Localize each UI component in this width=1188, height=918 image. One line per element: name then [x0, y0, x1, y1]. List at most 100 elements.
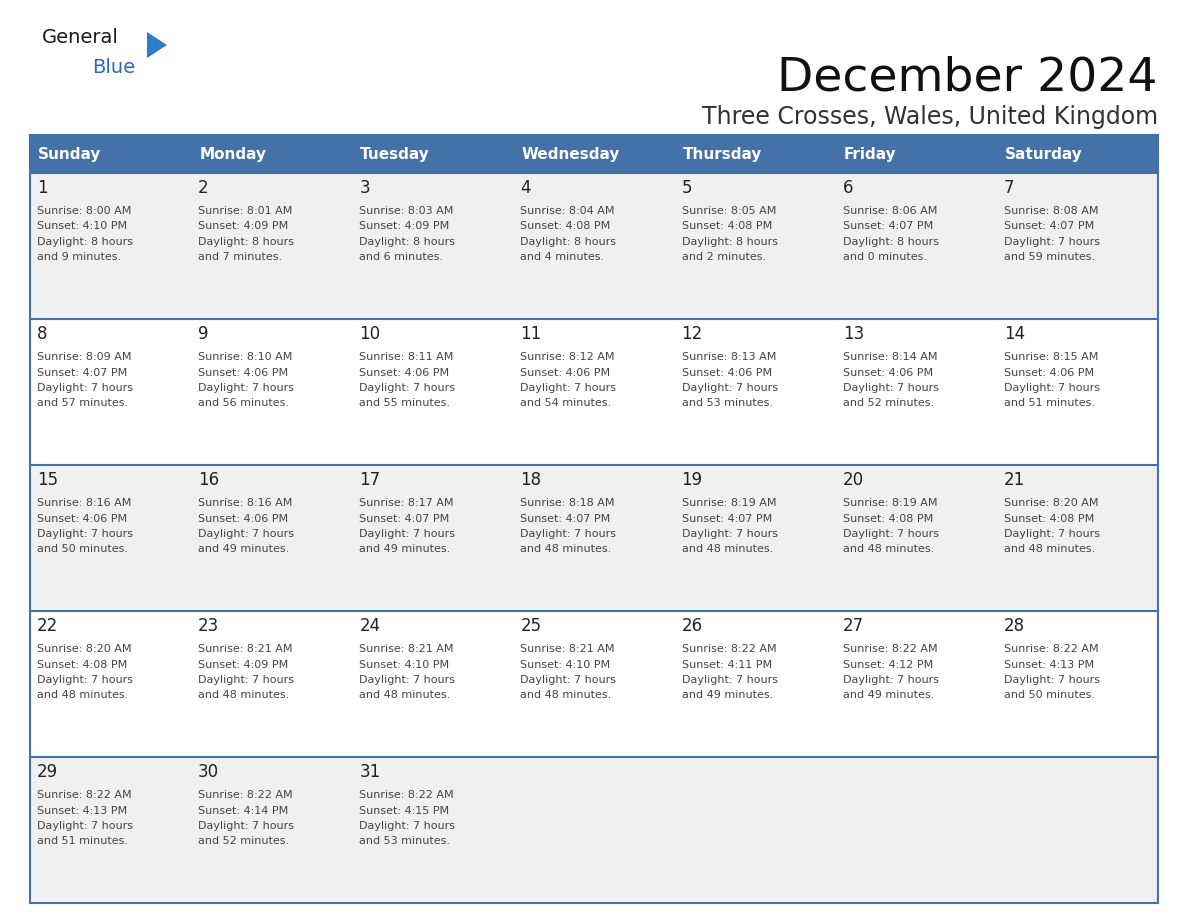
Text: Daylight: 8 hours: Daylight: 8 hours — [682, 237, 778, 247]
Text: Daylight: 7 hours: Daylight: 7 hours — [198, 383, 295, 393]
Text: and 0 minutes.: and 0 minutes. — [842, 252, 927, 263]
Text: Sunrise: 8:13 AM: Sunrise: 8:13 AM — [682, 352, 776, 362]
Text: Sunset: 4:06 PM: Sunset: 4:06 PM — [359, 367, 449, 377]
Text: Daylight: 7 hours: Daylight: 7 hours — [198, 821, 295, 831]
Text: and 6 minutes.: and 6 minutes. — [359, 252, 443, 263]
Text: and 48 minutes.: and 48 minutes. — [682, 544, 773, 554]
Text: and 2 minutes.: and 2 minutes. — [682, 252, 766, 263]
Text: 21: 21 — [1004, 471, 1025, 489]
Text: Sunset: 4:08 PM: Sunset: 4:08 PM — [520, 221, 611, 231]
Text: and 59 minutes.: and 59 minutes. — [1004, 252, 1095, 263]
Bar — [675, 135, 835, 173]
Text: Sunset: 4:08 PM: Sunset: 4:08 PM — [682, 221, 772, 231]
Bar — [353, 135, 513, 173]
Text: Saturday: Saturday — [1005, 147, 1082, 162]
Text: Sunrise: 8:04 AM: Sunrise: 8:04 AM — [520, 206, 615, 216]
Text: and 7 minutes.: and 7 minutes. — [198, 252, 283, 263]
Text: Daylight: 8 hours: Daylight: 8 hours — [37, 237, 133, 247]
Text: 3: 3 — [359, 179, 369, 197]
Text: 9: 9 — [198, 325, 209, 343]
Text: Sunset: 4:09 PM: Sunset: 4:09 PM — [198, 221, 289, 231]
Text: 29: 29 — [37, 763, 58, 781]
Text: Sunrise: 8:19 AM: Sunrise: 8:19 AM — [682, 498, 776, 508]
Text: and 49 minutes.: and 49 minutes. — [682, 690, 773, 700]
Text: Three Crosses, Wales, United Kingdom: Three Crosses, Wales, United Kingdom — [702, 105, 1158, 129]
Bar — [513, 135, 675, 173]
Text: 6: 6 — [842, 179, 853, 197]
Text: and 54 minutes.: and 54 minutes. — [520, 398, 612, 409]
Text: 4: 4 — [520, 179, 531, 197]
Text: Sunrise: 8:15 AM: Sunrise: 8:15 AM — [1004, 352, 1098, 362]
Text: Sunset: 4:10 PM: Sunset: 4:10 PM — [359, 659, 449, 669]
Polygon shape — [147, 32, 168, 58]
Text: Sunrise: 8:14 AM: Sunrise: 8:14 AM — [842, 352, 937, 362]
Bar — [30, 611, 1158, 757]
Text: Sunset: 4:07 PM: Sunset: 4:07 PM — [37, 367, 127, 377]
Text: 16: 16 — [198, 471, 220, 489]
Text: Daylight: 7 hours: Daylight: 7 hours — [1004, 675, 1100, 685]
Text: and 48 minutes.: and 48 minutes. — [198, 690, 290, 700]
Text: Daylight: 7 hours: Daylight: 7 hours — [37, 675, 133, 685]
Text: Daylight: 7 hours: Daylight: 7 hours — [359, 383, 455, 393]
Text: and 49 minutes.: and 49 minutes. — [359, 544, 450, 554]
Text: 31: 31 — [359, 763, 380, 781]
Text: 10: 10 — [359, 325, 380, 343]
Text: Sunrise: 8:22 AM: Sunrise: 8:22 AM — [682, 644, 776, 654]
Text: and 48 minutes.: and 48 minutes. — [842, 544, 934, 554]
Text: 2: 2 — [198, 179, 209, 197]
Text: General: General — [42, 28, 119, 47]
Text: 18: 18 — [520, 471, 542, 489]
Text: Blue: Blue — [91, 58, 135, 77]
Text: and 49 minutes.: and 49 minutes. — [198, 544, 290, 554]
Text: 7: 7 — [1004, 179, 1015, 197]
Text: and 57 minutes.: and 57 minutes. — [37, 398, 128, 409]
Text: 30: 30 — [198, 763, 220, 781]
Text: Daylight: 7 hours: Daylight: 7 hours — [1004, 383, 1100, 393]
Text: Sunset: 4:07 PM: Sunset: 4:07 PM — [682, 513, 772, 523]
Text: Daylight: 7 hours: Daylight: 7 hours — [1004, 237, 1100, 247]
Text: 15: 15 — [37, 471, 58, 489]
Text: 19: 19 — [682, 471, 702, 489]
Text: Sunrise: 8:20 AM: Sunrise: 8:20 AM — [1004, 498, 1099, 508]
Text: Daylight: 7 hours: Daylight: 7 hours — [520, 383, 617, 393]
Text: Sunset: 4:06 PM: Sunset: 4:06 PM — [842, 367, 933, 377]
Text: Sunrise: 8:06 AM: Sunrise: 8:06 AM — [842, 206, 937, 216]
Text: Sunset: 4:08 PM: Sunset: 4:08 PM — [37, 659, 127, 669]
Text: Sunrise: 8:22 AM: Sunrise: 8:22 AM — [37, 790, 132, 800]
Text: Daylight: 7 hours: Daylight: 7 hours — [198, 529, 295, 539]
Bar — [30, 319, 1158, 465]
Text: 24: 24 — [359, 617, 380, 635]
Text: and 51 minutes.: and 51 minutes. — [37, 836, 128, 846]
Text: and 50 minutes.: and 50 minutes. — [1004, 690, 1095, 700]
Text: Sunset: 4:08 PM: Sunset: 4:08 PM — [842, 513, 933, 523]
Text: Sunrise: 8:20 AM: Sunrise: 8:20 AM — [37, 644, 132, 654]
Text: 17: 17 — [359, 471, 380, 489]
Text: Sunset: 4:14 PM: Sunset: 4:14 PM — [198, 805, 289, 815]
Text: Daylight: 7 hours: Daylight: 7 hours — [682, 383, 778, 393]
Text: 8: 8 — [37, 325, 48, 343]
Text: Daylight: 8 hours: Daylight: 8 hours — [198, 237, 295, 247]
Text: and 52 minutes.: and 52 minutes. — [198, 836, 289, 846]
Text: and 49 minutes.: and 49 minutes. — [842, 690, 934, 700]
Bar — [30, 465, 1158, 611]
Text: Daylight: 7 hours: Daylight: 7 hours — [37, 821, 133, 831]
Text: and 4 minutes.: and 4 minutes. — [520, 252, 605, 263]
Text: Daylight: 7 hours: Daylight: 7 hours — [359, 675, 455, 685]
Text: Sunset: 4:07 PM: Sunset: 4:07 PM — [1004, 221, 1094, 231]
Text: Sunrise: 8:16 AM: Sunrise: 8:16 AM — [198, 498, 292, 508]
Text: 1: 1 — [37, 179, 48, 197]
Text: 28: 28 — [1004, 617, 1025, 635]
Text: Sunrise: 8:19 AM: Sunrise: 8:19 AM — [842, 498, 937, 508]
Text: Sunrise: 8:11 AM: Sunrise: 8:11 AM — [359, 352, 454, 362]
Text: Daylight: 7 hours: Daylight: 7 hours — [359, 821, 455, 831]
Text: Thursday: Thursday — [683, 147, 762, 162]
Text: Monday: Monday — [200, 147, 266, 162]
Text: and 9 minutes.: and 9 minutes. — [37, 252, 121, 263]
Text: Sunset: 4:06 PM: Sunset: 4:06 PM — [520, 367, 611, 377]
Bar — [997, 135, 1158, 173]
Text: Daylight: 7 hours: Daylight: 7 hours — [198, 675, 295, 685]
Text: 13: 13 — [842, 325, 864, 343]
Text: 23: 23 — [198, 617, 220, 635]
Text: and 53 minutes.: and 53 minutes. — [682, 398, 772, 409]
Text: Sunset: 4:06 PM: Sunset: 4:06 PM — [682, 367, 772, 377]
